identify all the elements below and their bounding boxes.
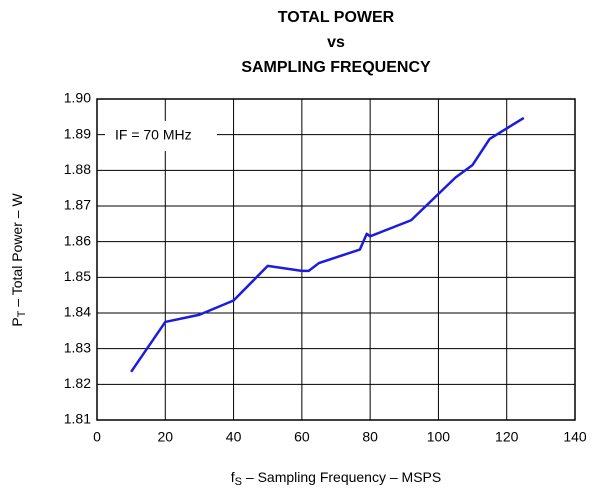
annotation-box bbox=[105, 121, 217, 151]
data-line bbox=[130, 116, 525, 373]
x-axis-label-part: f bbox=[231, 469, 235, 485]
chart-title: TOTAL POWER bbox=[278, 9, 395, 26]
x-axis-label-sub: S bbox=[235, 476, 242, 488]
annotation: IF = 70 MHz bbox=[115, 127, 192, 143]
y-tick-label: 1.90 bbox=[64, 90, 91, 106]
x-axis-label-part: – Sampling Frequency – MSPS bbox=[242, 469, 441, 485]
y-tick-label: 1.88 bbox=[64, 161, 91, 177]
y-tick-label: 1.84 bbox=[64, 304, 91, 320]
x-tick-label: 0 bbox=[93, 429, 101, 445]
y-tick-label: 1.86 bbox=[64, 232, 91, 248]
y-tick-label: 1.89 bbox=[64, 125, 91, 141]
y-tick-label: 1.81 bbox=[64, 411, 91, 427]
chart-title: SAMPLING FREQUENCY bbox=[241, 59, 431, 76]
x-tick-label: 40 bbox=[226, 429, 242, 445]
y-tick-label: 1.83 bbox=[64, 339, 91, 355]
y-tick-label: 1.87 bbox=[64, 197, 91, 213]
plot-frame bbox=[96, 98, 576, 421]
y-tick-label: 1.82 bbox=[64, 375, 91, 391]
chart-title: vs bbox=[327, 34, 345, 51]
x-tick-label: 80 bbox=[362, 429, 378, 445]
y-axis-label-part: – Total Power – W bbox=[9, 193, 25, 311]
y-axis-label-part: P bbox=[9, 317, 25, 326]
x-axis-label: fS – Sampling Frequency – MSPS bbox=[231, 469, 441, 488]
y-axis-label: PT – Total Power – W bbox=[9, 193, 28, 327]
x-tick-label: 60 bbox=[294, 429, 310, 445]
x-tick-label: 120 bbox=[495, 429, 519, 445]
y-axis-label-sub: T bbox=[16, 310, 28, 317]
y-tick-label: 1.85 bbox=[64, 268, 91, 284]
x-tick-label: 20 bbox=[157, 429, 173, 445]
x-tick-label: 140 bbox=[563, 429, 587, 445]
x-tick-label: 100 bbox=[427, 429, 451, 445]
